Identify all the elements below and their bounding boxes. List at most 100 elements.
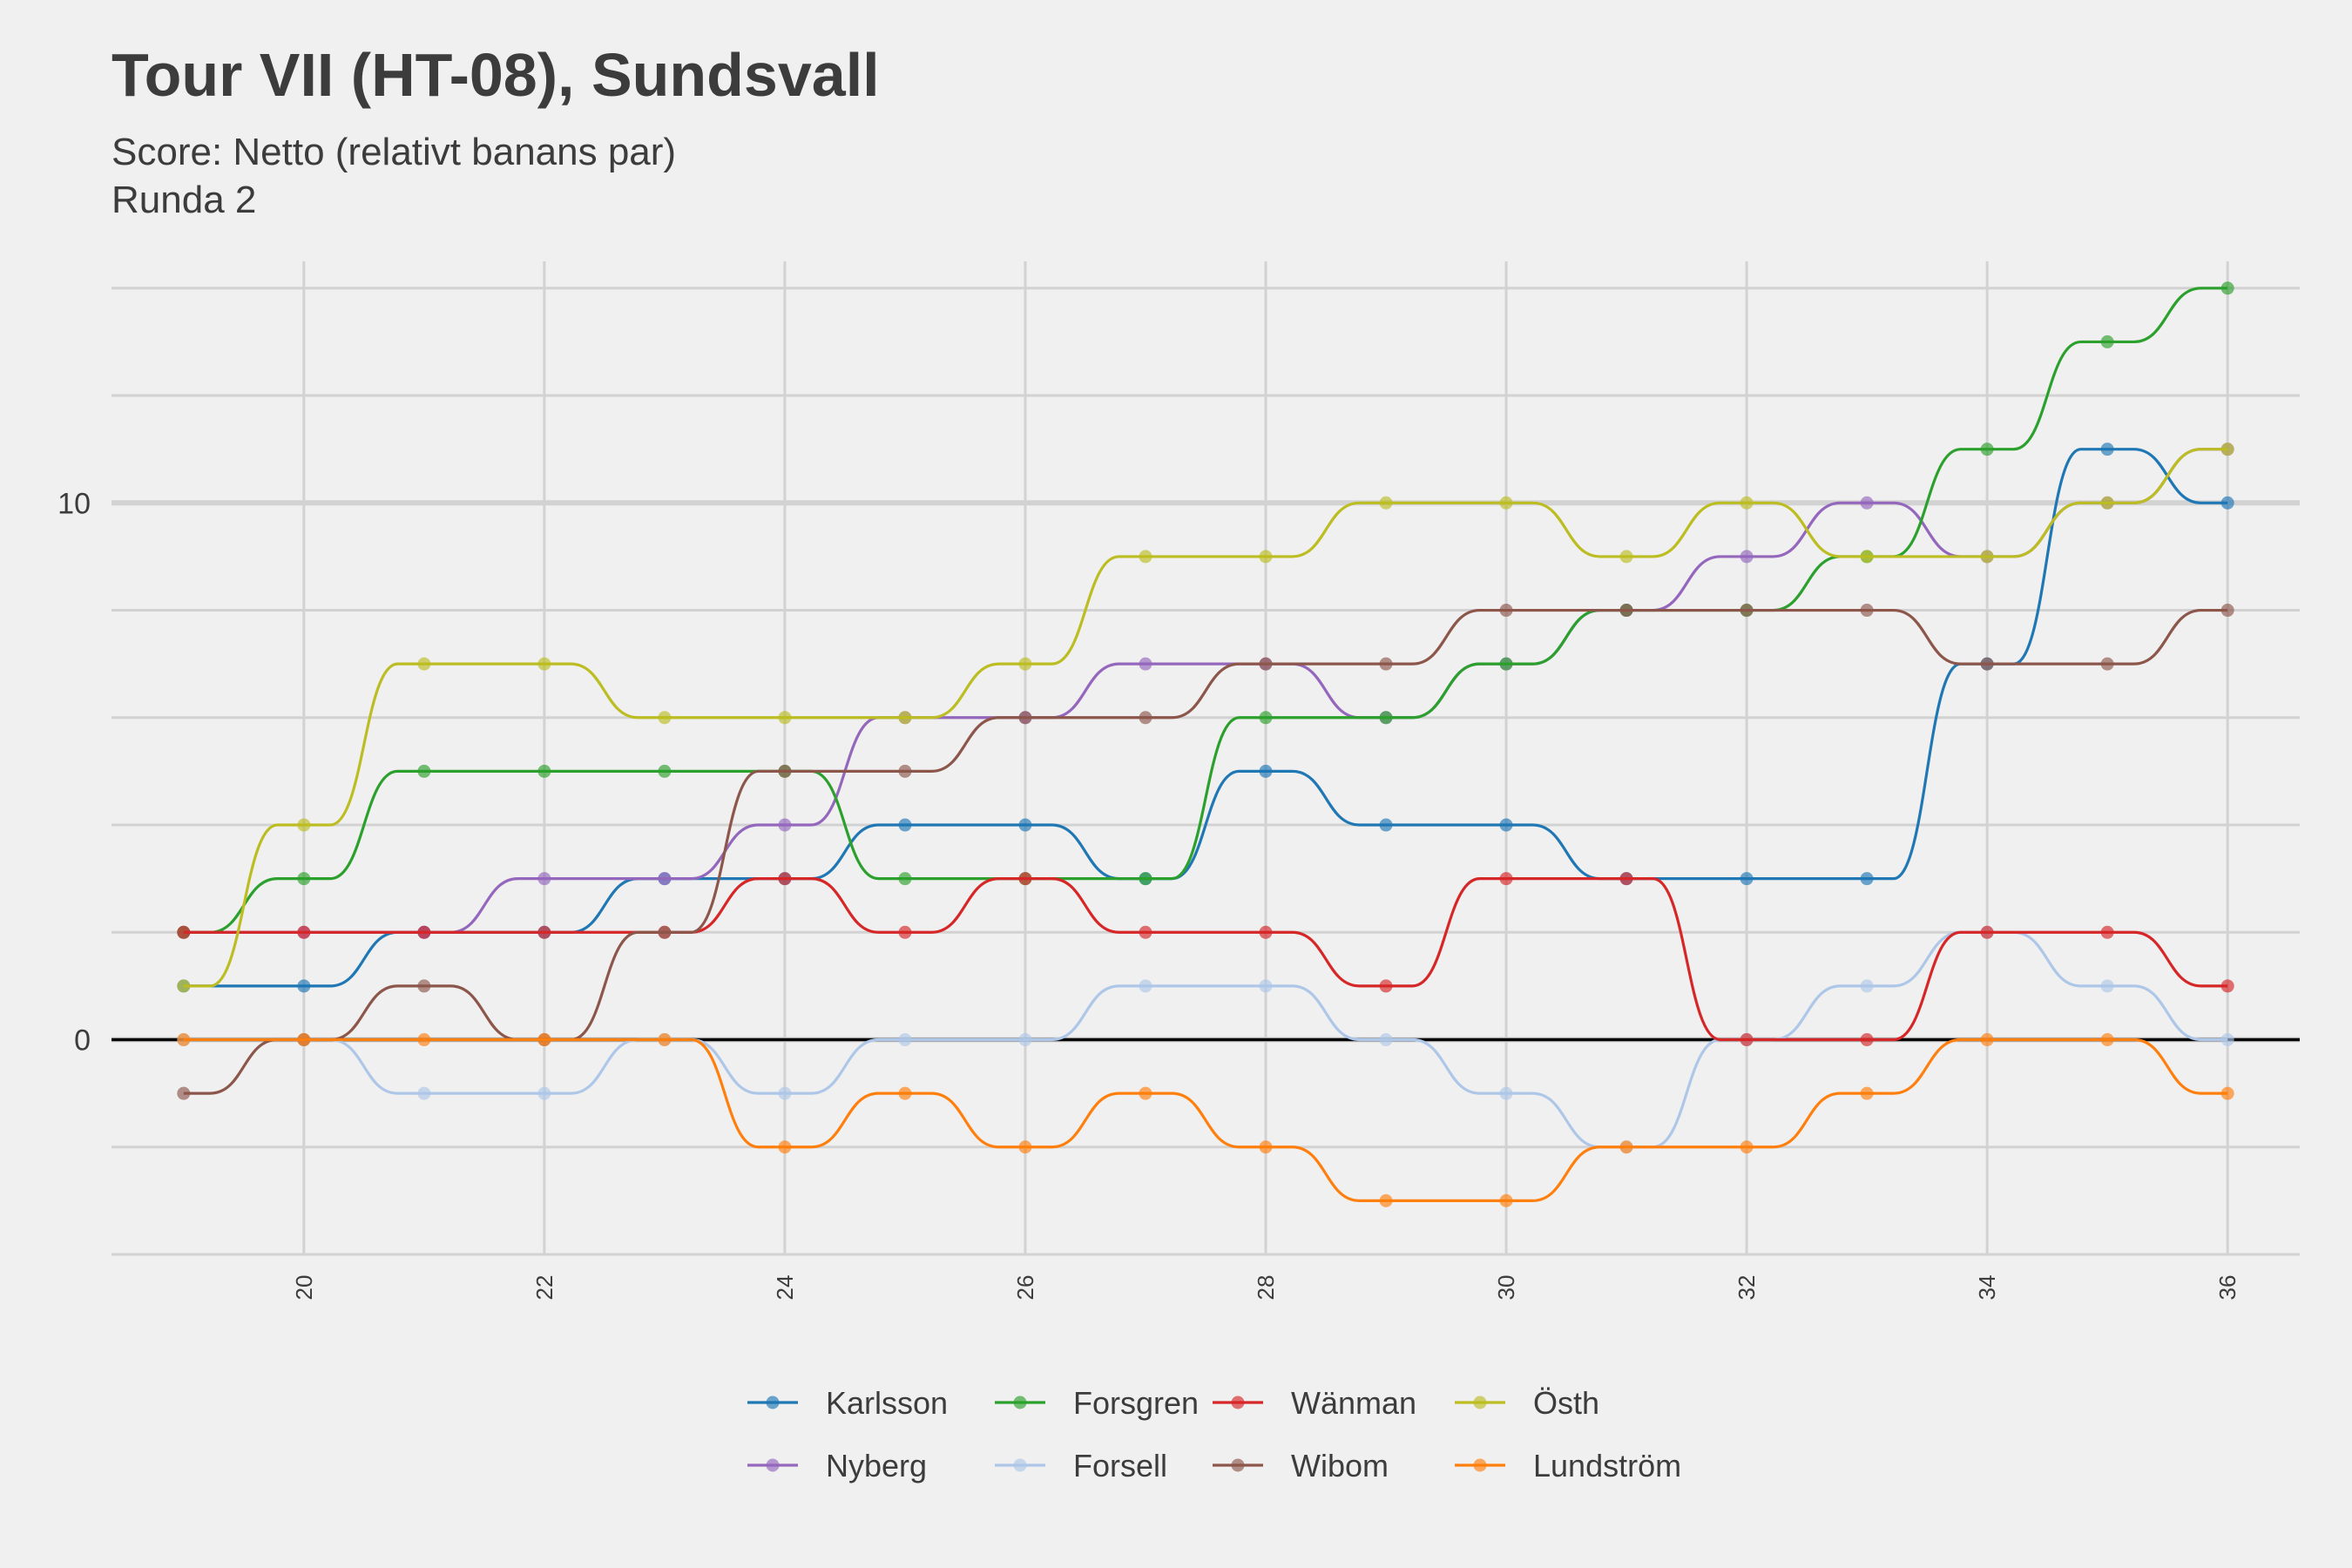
data-point <box>1980 657 1994 671</box>
data-point <box>1018 657 1032 671</box>
chart-subtitle-line-1: Score: Netto (relativt banans par) <box>112 131 677 173</box>
series-lundström <box>177 1033 2234 1207</box>
data-point <box>778 872 792 886</box>
series-lines <box>177 281 2234 1207</box>
data-point <box>1139 711 1152 725</box>
data-point <box>1499 604 1513 618</box>
data-point <box>1980 550 1994 564</box>
series-östh <box>177 443 2234 993</box>
data-point <box>2220 496 2234 510</box>
series-line <box>183 608 2228 1095</box>
data-point <box>2220 604 2234 618</box>
legend-key-point <box>1013 1458 1027 1472</box>
data-point <box>898 925 912 939</box>
data-point <box>1499 818 1513 832</box>
data-point <box>1860 604 1874 618</box>
data-point <box>537 1033 551 1047</box>
data-point <box>1259 979 1273 993</box>
series-line <box>183 877 2228 1042</box>
data-point <box>1740 1033 1754 1047</box>
data-point <box>1379 1193 1393 1207</box>
data-point <box>898 818 912 832</box>
legend-key-point <box>1231 1396 1245 1409</box>
data-point <box>898 711 912 725</box>
y-tick-label: 10 <box>57 487 91 520</box>
data-point <box>1499 1193 1513 1207</box>
data-point <box>1379 1033 1393 1047</box>
series-line <box>183 287 2228 934</box>
data-point <box>1139 979 1152 993</box>
data-point <box>1379 496 1393 510</box>
axis-labels: 0 10 20 22 24 26 28 30 32 34 36 <box>57 487 2240 1300</box>
x-tick-label: 36 <box>2214 1275 2240 1301</box>
legend-item-wänman: Wänman <box>1213 1385 1416 1421</box>
data-point <box>1139 1086 1152 1100</box>
legend-item-lundström: Lundström <box>1455 1448 1681 1484</box>
data-point <box>778 1140 792 1154</box>
data-point <box>778 711 792 725</box>
data-point <box>1619 1140 1633 1154</box>
data-point <box>1379 711 1393 725</box>
data-point <box>2220 1086 2234 1100</box>
data-point <box>1259 764 1273 778</box>
data-point <box>2100 335 2114 348</box>
data-point <box>177 925 191 939</box>
legend-label: Wibom <box>1291 1448 1389 1484</box>
data-point <box>177 1033 191 1047</box>
data-point <box>1259 657 1273 671</box>
series-wibom <box>177 604 2234 1100</box>
legend-key-point <box>1231 1458 1245 1472</box>
data-point <box>1139 657 1152 671</box>
grid <box>112 261 2300 1256</box>
data-point <box>1499 1086 1513 1100</box>
legend-label: Forsell <box>1073 1448 1167 1484</box>
data-point <box>1740 550 1754 564</box>
data-point <box>297 925 311 939</box>
data-point <box>658 1033 672 1047</box>
data-point <box>2220 281 2234 295</box>
data-point <box>537 657 551 671</box>
data-point <box>2220 1033 2234 1047</box>
data-point <box>537 872 551 886</box>
legend-item-wibom: Wibom <box>1213 1448 1389 1484</box>
x-tick-label: 34 <box>1974 1275 2000 1301</box>
data-point <box>2100 979 2114 993</box>
legend-key-point <box>1473 1458 1487 1472</box>
data-point <box>1619 604 1633 618</box>
chart-subtitle-line-2: Runda 2 <box>112 179 257 221</box>
data-point <box>1259 550 1273 564</box>
data-point <box>1499 496 1513 510</box>
data-point <box>1860 1086 1874 1100</box>
data-point <box>2220 443 2234 456</box>
data-point <box>1740 604 1754 618</box>
data-point <box>1018 872 1032 886</box>
legend-item-forsgren: Forsgren <box>995 1385 1199 1421</box>
data-point <box>537 1086 551 1100</box>
legend-label: Lundström <box>1533 1448 1681 1484</box>
data-point <box>417 925 431 939</box>
data-point <box>658 711 672 725</box>
data-point <box>898 1086 912 1100</box>
series-line <box>183 930 2228 1149</box>
legend-key-point <box>1013 1396 1027 1409</box>
legend-item-östh: Östh <box>1455 1385 1599 1421</box>
legend-label: Wänman <box>1291 1385 1416 1421</box>
data-point <box>1619 550 1633 564</box>
legend-label: Nyberg <box>826 1448 927 1484</box>
data-point <box>2100 496 2114 510</box>
chart-title: Tour VII (HT-08), Sundsvall <box>112 41 880 109</box>
data-point <box>2100 657 2114 671</box>
x-tick-label: 24 <box>772 1275 798 1301</box>
data-point <box>1499 657 1513 671</box>
data-point <box>297 1033 311 1047</box>
data-point <box>2100 925 2114 939</box>
data-point <box>1499 872 1513 886</box>
data-point <box>1139 550 1152 564</box>
data-point <box>417 979 431 993</box>
data-point <box>1379 818 1393 832</box>
data-point <box>1139 925 1152 939</box>
x-tick-label: 32 <box>1734 1275 1760 1301</box>
data-point <box>1860 550 1874 564</box>
data-point <box>1018 1140 1032 1154</box>
